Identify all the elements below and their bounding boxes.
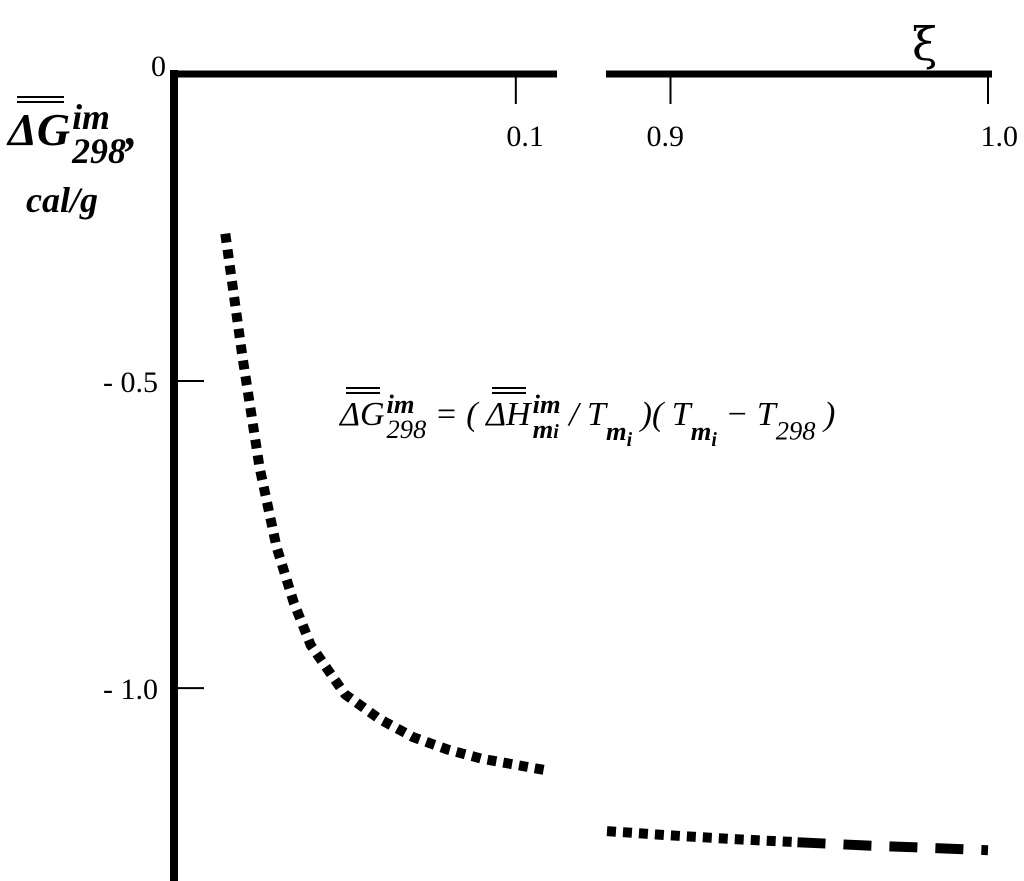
y-tick-label--1.0: - 1.0 — [103, 673, 158, 706]
axis-ticks — [174, 74, 989, 690]
x-tick-label-0.9: 0.9 — [647, 120, 685, 153]
series-line-3 — [797, 837, 989, 856]
formula-h-sub-sub: i — [553, 421, 559, 444]
axis-tick-labels: 0.1 0.9 1.0 0 - 0.5 - 1.0 — [103, 50, 1018, 706]
x-tick-label-0.1: 0.1 — [506, 120, 544, 153]
formula-t2: T — [671, 395, 691, 433]
series-line-1 — [220, 233, 551, 776]
y-label-unit: cal/g — [26, 180, 98, 221]
y-label-separator: , — [125, 103, 138, 155]
formula-h-symbol: ΔH — [486, 386, 531, 433]
formula-t3: T — [756, 395, 776, 433]
formula-t2-sub: mi — [690, 415, 717, 451]
formula-t1-sub-sub: i — [626, 428, 633, 451]
formula-lhs-sub: 298 — [386, 414, 427, 445]
formula-h-sub: mi — [532, 414, 559, 445]
y-axis-label: ΔG im 298, cal/g — [8, 95, 138, 221]
formula-h-sup: im — [532, 389, 561, 419]
formula-slash: / — [569, 395, 579, 433]
y-label-subscript: 298 — [72, 131, 126, 172]
y-tick-label-0: 0 — [151, 50, 166, 83]
formula-minus: − — [725, 395, 749, 433]
formula-lhs-sup: im — [386, 389, 415, 419]
series-line-2 — [606, 826, 798, 848]
formula-lhs-symbol: ΔG — [340, 386, 385, 433]
y-label-superscript: im — [72, 97, 110, 137]
formula-open1: ( — [466, 395, 478, 433]
formula-t2-sub-sub: i — [711, 428, 717, 451]
formula-t1: T — [587, 395, 606, 433]
formula-close2: ) — [824, 395, 836, 433]
formula-equals: = — [434, 395, 458, 433]
formula-close-open: )( — [640, 395, 664, 433]
y-label-symbol: ΔG — [8, 95, 71, 155]
formula-annotation: ΔG im 298 = ( ΔH im mi / Tmi )( Tmi − T298 ) — [340, 386, 836, 451]
x-axis-label: ξ — [912, 17, 937, 71]
formula-t1-sub: mi — [605, 415, 633, 451]
y-tick-label--0.5: - 0.5 — [103, 366, 158, 399]
x-tick-label-1.0: 1.0 — [981, 120, 1019, 153]
formula-t3-sub: 298 — [775, 415, 816, 446]
series-group — [220, 233, 989, 856]
